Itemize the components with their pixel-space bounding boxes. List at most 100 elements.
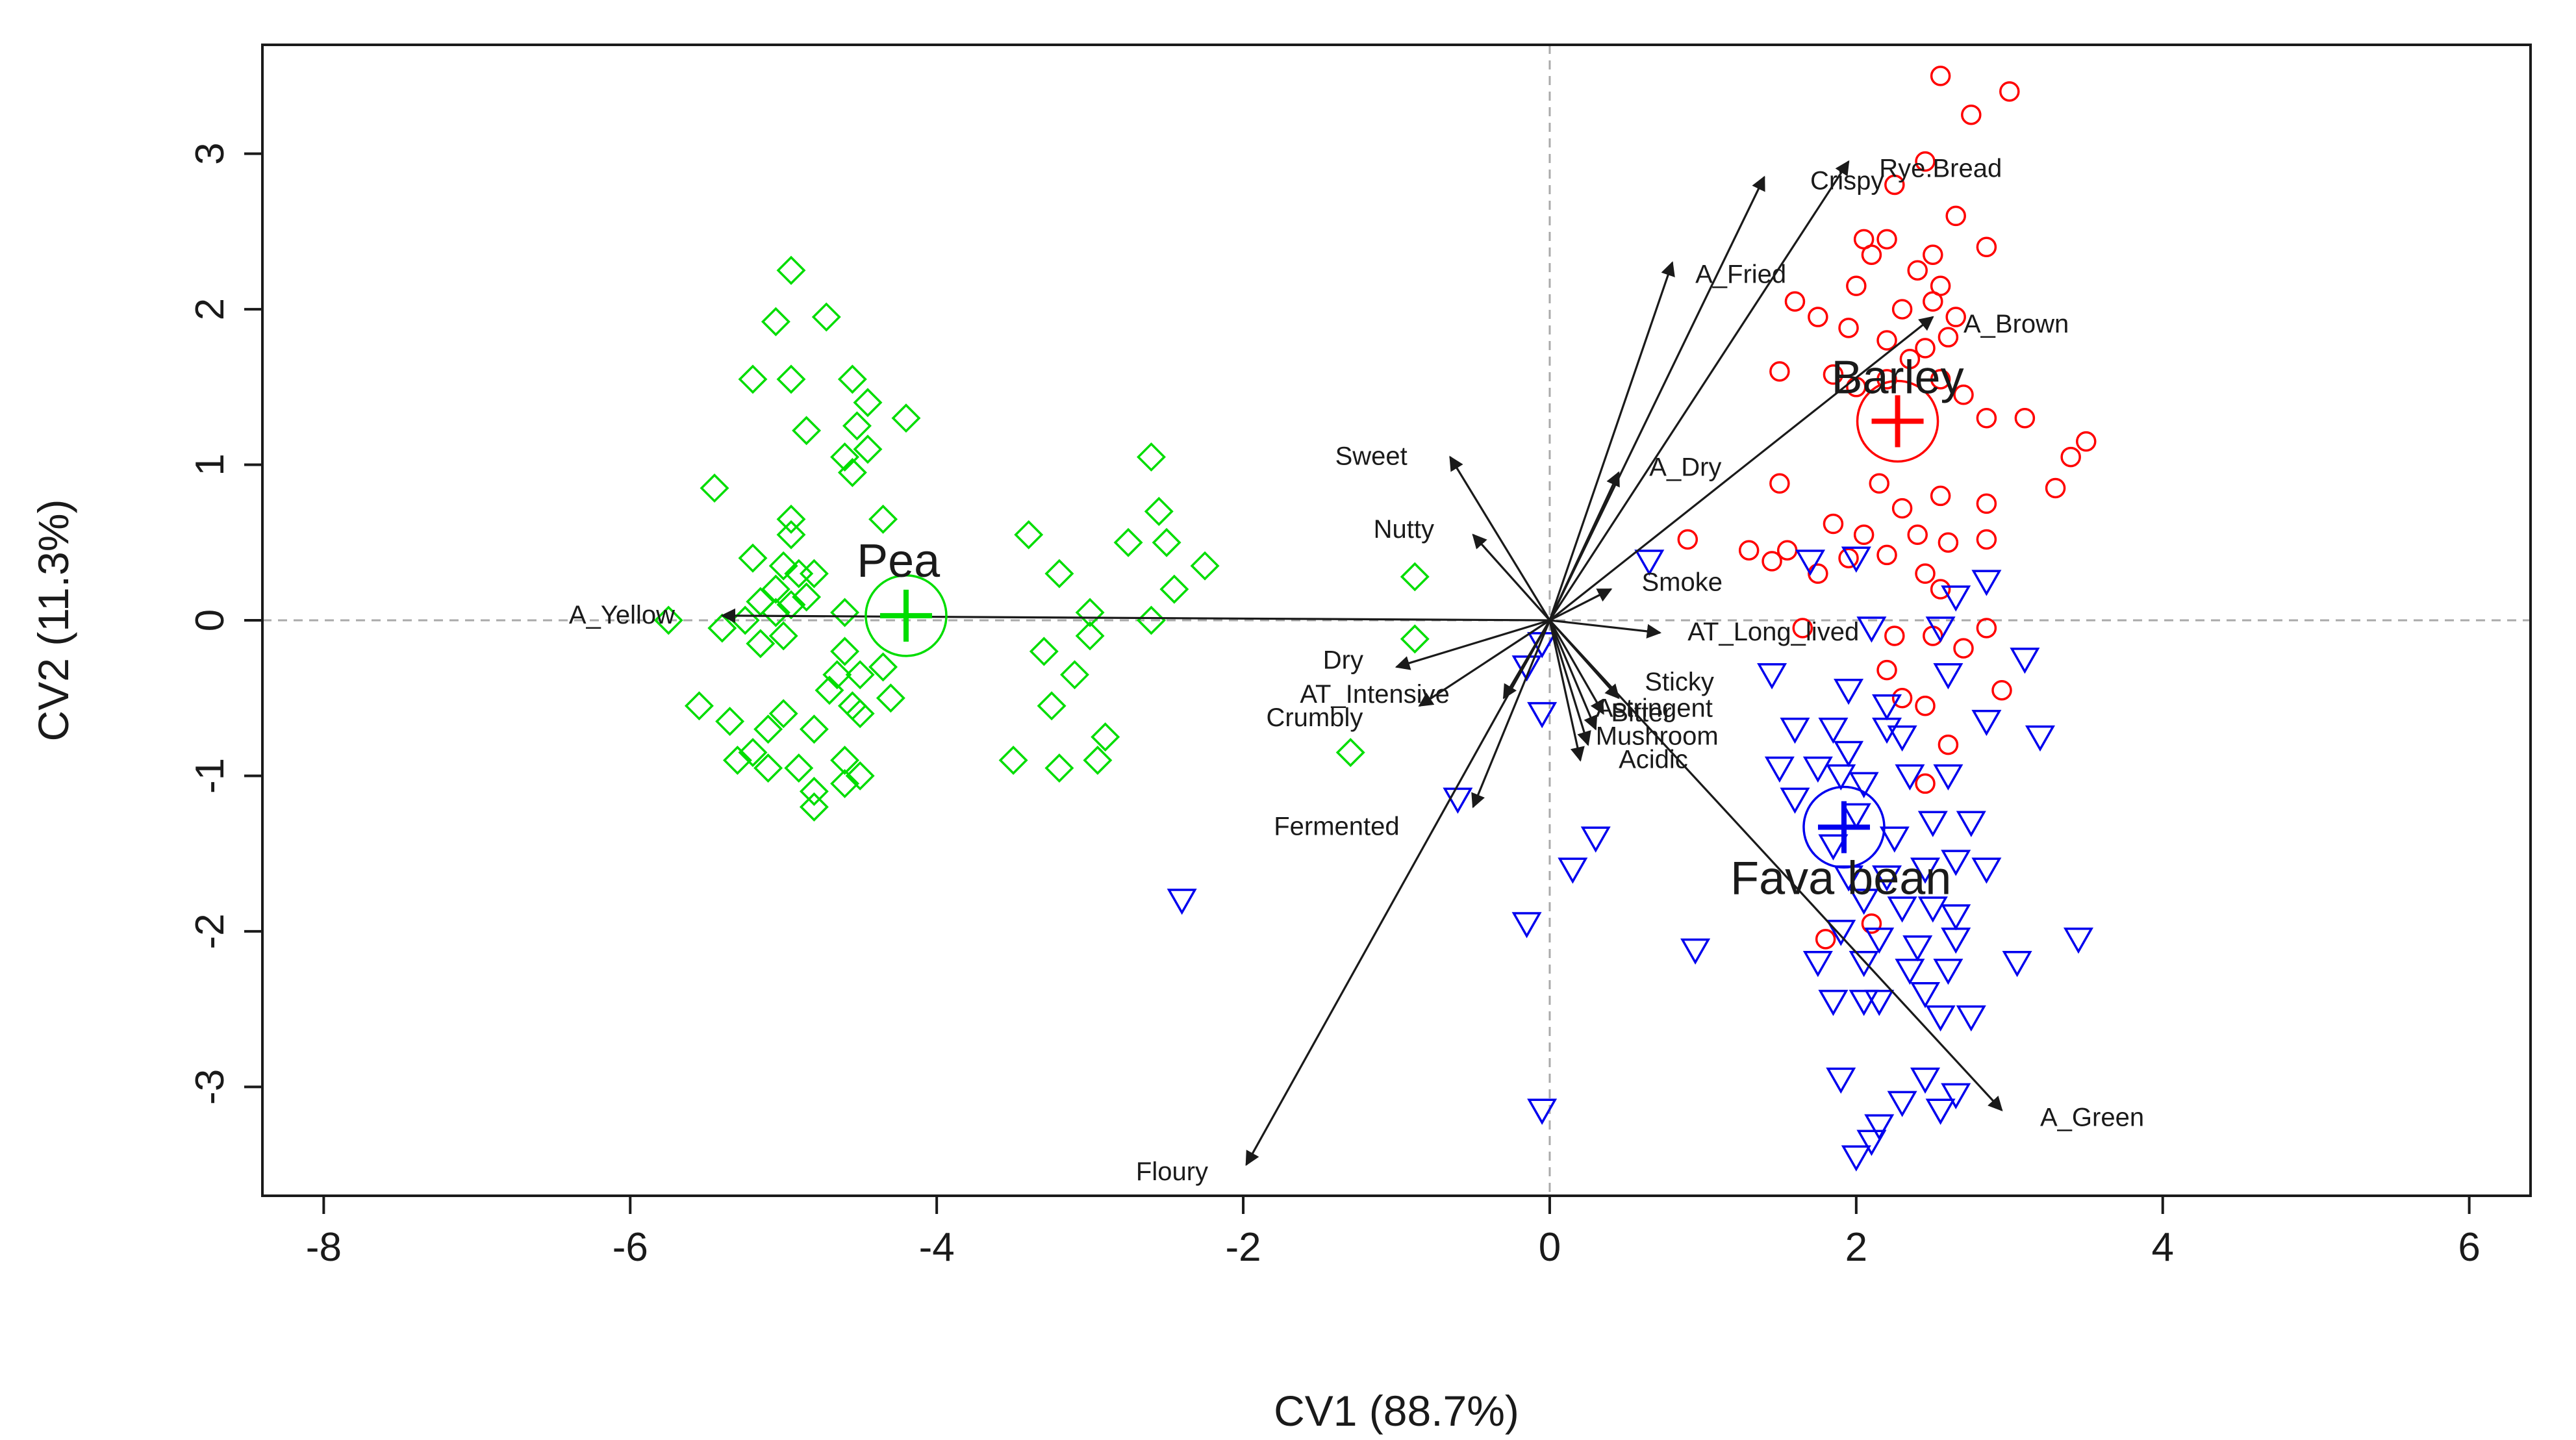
x-tick-label: 2 <box>1845 1225 1867 1270</box>
fava-bean-point <box>1864 928 1895 954</box>
pea-point <box>830 746 860 775</box>
pea-point <box>830 442 860 472</box>
fava-bean-point <box>1941 1083 1971 1109</box>
barley-point <box>1915 773 1936 794</box>
pea-point <box>761 598 790 627</box>
x-tick-label: -8 <box>306 1225 342 1270</box>
loading-label: Mushroom <box>1596 722 1719 751</box>
pea-point <box>1014 520 1044 549</box>
pea-point <box>868 652 898 682</box>
pea-point <box>1400 562 1430 592</box>
loading-arrow <box>1472 533 1551 622</box>
pea-point <box>876 683 905 713</box>
loading-arrow <box>1548 620 1591 746</box>
barley-point <box>1930 369 1951 390</box>
pea-point <box>792 582 822 612</box>
pea-point <box>845 660 875 690</box>
fava-bean-point <box>1802 951 1833 978</box>
fava-bean-point <box>1826 764 1856 790</box>
barley-point <box>1976 618 1997 638</box>
fava-bean-point <box>1511 912 1542 939</box>
pea-point <box>811 302 841 332</box>
pea-point <box>1335 738 1365 768</box>
pea-point <box>799 776 829 806</box>
loading-arrow <box>1471 620 1551 809</box>
pea-point <box>653 605 683 635</box>
barley-point <box>1838 318 1859 338</box>
pea-point <box>1190 551 1220 581</box>
fava-bean-point <box>1941 850 1971 876</box>
x-axis-title: CV1 (88.7%) <box>1274 1387 1519 1435</box>
loading-arrow <box>1548 620 1604 715</box>
fava-bean-point <box>1818 717 1849 744</box>
fava-bean-point <box>1511 655 1542 682</box>
fava-bean-point <box>1879 826 1910 853</box>
x-tick-label: -2 <box>1225 1225 1261 1270</box>
fava-bean-point <box>1933 663 1964 690</box>
barley-point <box>1762 551 1782 572</box>
fava-bean-point <box>1818 989 1849 1017</box>
barley-point <box>1976 407 1997 429</box>
y-tick-label: 3 <box>188 142 233 164</box>
pea-point <box>738 738 768 768</box>
loading-arrow <box>1395 619 1550 670</box>
barley-point <box>1815 929 1836 950</box>
fava-bean-point <box>1849 889 1879 915</box>
pea-point <box>746 587 776 616</box>
barley-point <box>1991 680 2012 701</box>
fava-bean-group-label: Fava bean <box>1730 853 1951 905</box>
barley-point <box>1769 361 1790 382</box>
fava-bean-point <box>1925 1098 1956 1125</box>
pea-point <box>1075 598 1105 627</box>
pea-point <box>830 637 860 666</box>
pea-point <box>853 388 883 418</box>
pea-point <box>814 676 844 705</box>
y-tick-label: 2 <box>188 298 233 320</box>
y-axis-title: CV2 (11.3%) <box>29 499 77 742</box>
barley-point <box>1899 348 1921 370</box>
pea-point <box>891 403 921 433</box>
pea-point <box>1060 660 1089 690</box>
fava-bean-point <box>1780 787 1810 814</box>
x-tick-label: 6 <box>2458 1225 2480 1270</box>
loading-arrow <box>1502 620 1551 700</box>
pea-point <box>1091 722 1120 752</box>
barley-point <box>1792 618 1813 638</box>
y-tick-label: -2 <box>188 913 233 949</box>
loading-arrow <box>720 608 1550 624</box>
group-centroids: Pea Barley Fava bean <box>857 351 1964 904</box>
loading-arrow <box>1549 619 1662 639</box>
fava-bean-point <box>1443 787 1473 814</box>
barley-point <box>1769 473 1790 494</box>
pea-point <box>768 551 798 581</box>
fava-bean-point <box>1558 857 1588 884</box>
fava-bean-point <box>1925 616 1956 643</box>
pea-point <box>1137 605 1166 635</box>
loading-label: Nutty <box>1374 515 1434 544</box>
pea-centroid-circle <box>865 574 948 657</box>
fava-bean-point <box>1956 811 1986 837</box>
loading-label: Bitter <box>1611 699 1671 727</box>
pea-point <box>998 746 1028 775</box>
fava-bean-point <box>1941 928 1971 954</box>
x-tick-label: 0 <box>1539 1225 1561 1270</box>
barley-point <box>1861 244 1882 266</box>
pea-point <box>738 364 768 394</box>
loading-label: A_Brown <box>1964 310 2069 338</box>
fava-bean-centroid-circle <box>1802 785 1886 869</box>
barley-point <box>1891 299 1913 320</box>
barley-centroid-circle <box>1856 379 1939 463</box>
loading-label: Dry <box>1323 646 1363 674</box>
fava-bean-point <box>1887 725 1917 752</box>
fava-bean-point <box>1971 709 2002 737</box>
loading-label: Acidic <box>1619 746 1688 774</box>
pea-point <box>707 613 737 643</box>
pea-point <box>746 629 776 659</box>
pea-point <box>776 520 806 549</box>
loading-label: A_Yellow <box>569 601 675 629</box>
barley-point <box>1876 369 1897 390</box>
pea-point <box>715 707 745 737</box>
fava-bean-point <box>1849 772 1879 798</box>
y-tick-label: -3 <box>188 1069 233 1105</box>
